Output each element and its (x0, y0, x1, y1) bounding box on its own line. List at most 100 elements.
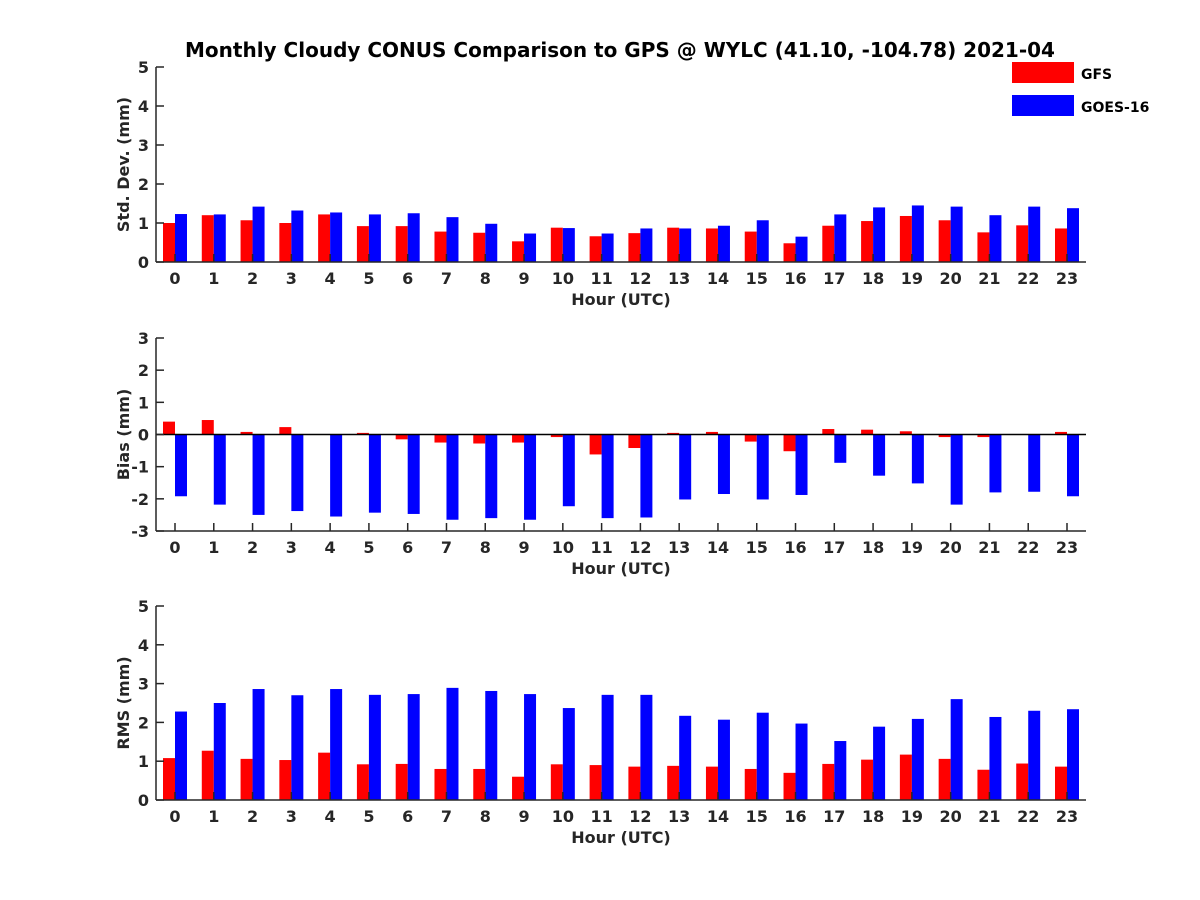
bar-gfs-hour-20 (938, 434, 951, 438)
bar-goes-16-hour-12 (640, 434, 653, 518)
bar-goes-16-hour-0 (175, 214, 187, 262)
bar-gfs-hour-15 (744, 231, 757, 262)
y-tick-label: -3 (131, 522, 149, 541)
bar-goes-16-hour-12 (640, 228, 653, 262)
x-tick-label: 14 (707, 269, 729, 288)
x-tick-label: 1 (208, 538, 219, 557)
bar-gfs-hour-5 (356, 764, 369, 800)
bar-gfs-hour-15 (744, 768, 757, 800)
x-tick-label: 13 (668, 269, 690, 288)
x-tick-label: 3 (286, 807, 297, 826)
y-tick-label: 1 (138, 214, 149, 233)
bar-gfs-hour-7 (434, 434, 447, 443)
bar-gfs-hour-10 (550, 764, 563, 800)
bar-goes-16-hour-7 (446, 217, 459, 262)
bar-goes-16-hour-20 (950, 206, 963, 262)
x-tick-label: 2 (247, 269, 258, 288)
x-tick-label: 11 (590, 269, 612, 288)
bar-gfs-hour-17 (822, 429, 835, 435)
x-tick-label: 15 (746, 269, 768, 288)
bar-gfs-hour-0 (163, 421, 175, 435)
bar-goes-16-hour-17 (834, 741, 847, 800)
y-tick-label: -2 (131, 490, 149, 509)
bar-gfs-hour-18 (861, 429, 874, 435)
y-tick-label: 2 (138, 361, 149, 380)
x-tick-label: 5 (363, 269, 374, 288)
x-tick-label: 10 (552, 807, 574, 826)
x-tick-label: 1 (208, 269, 219, 288)
bar-gfs-hour-16 (783, 772, 796, 800)
x-tick-label: 19 (901, 269, 923, 288)
x-tick-label: 14 (707, 807, 729, 826)
x-tick-label: 10 (552, 538, 574, 557)
x-tick-label: 15 (746, 807, 768, 826)
bar-goes-16-hour-0 (175, 434, 187, 497)
x-tick-label: 16 (784, 269, 806, 288)
bar-goes-16-hour-17 (834, 214, 847, 262)
bar-gfs-hour-18 (861, 759, 874, 800)
x-tick-label: 12 (629, 807, 651, 826)
bar-goes-16-hour-20 (950, 699, 963, 800)
x-tick-label: 19 (901, 538, 923, 557)
y-tick-label: 2 (138, 175, 149, 194)
x-tick-label: 7 (441, 538, 452, 557)
bar-goes-16-hour-1 (213, 434, 226, 505)
bar-gfs-hour-13 (667, 432, 680, 435)
bar-goes-16-hour-10 (562, 228, 575, 262)
x-tick-label: 14 (707, 538, 729, 557)
x-tick-label: 20 (940, 807, 962, 826)
bar-goes-16-hour-10 (562, 708, 575, 800)
bar-goes-16-hour-22 (1028, 710, 1041, 800)
bar-goes-16-hour-16 (795, 434, 808, 495)
x-tick-label: 4 (325, 269, 336, 288)
bar-gfs-hour-23 (1055, 431, 1067, 435)
x-tick-label: 0 (169, 538, 180, 557)
bar-gfs-hour-3 (279, 223, 292, 262)
bar-gfs-hour-23 (1055, 228, 1067, 262)
bar-goes-16-hour-1 (213, 214, 226, 262)
bar-goes-16-hour-0 (175, 711, 187, 800)
x-tick-label: 8 (480, 538, 491, 557)
bar-gfs-hour-23 (1055, 766, 1067, 800)
y-tick-label: 3 (138, 329, 149, 348)
bar-gfs-hour-14 (705, 228, 718, 262)
bar-goes-16-hour-3 (291, 434, 304, 512)
bar-goes-16-hour-8 (485, 434, 498, 519)
x-tick-label: 18 (862, 807, 884, 826)
bar-goes-16-hour-20 (950, 434, 963, 505)
x-tick-label: 2 (247, 807, 258, 826)
x-tick-label: 17 (823, 807, 845, 826)
bar-goes-16-hour-23 (1067, 709, 1079, 800)
bar-gfs-hour-1 (201, 750, 214, 800)
x-tick-label: 2 (247, 538, 258, 557)
x-tick-label: 5 (363, 538, 374, 557)
x-tick-label: 4 (325, 807, 336, 826)
bar-gfs-hour-0 (163, 223, 175, 262)
x-tick-label: 22 (1017, 538, 1039, 557)
y-tick-label: 1 (138, 752, 149, 771)
bar-goes-16-hour-15 (756, 220, 769, 262)
bar-gfs-hour-4 (318, 752, 331, 800)
bar-gfs-hour-0 (163, 758, 175, 800)
bar-gfs-hour-1 (201, 420, 214, 435)
x-tick-label: 0 (169, 269, 180, 288)
bar-goes-16-hour-17 (834, 434, 847, 463)
bar-goes-16-hour-15 (756, 434, 769, 500)
x-tick-label: 19 (901, 807, 923, 826)
bar-goes-16-hour-6 (407, 694, 420, 800)
bar-goes-16-hour-14 (717, 225, 730, 262)
x-tick-label: 18 (862, 269, 884, 288)
x-tick-label: 11 (590, 807, 612, 826)
bar-goes-16-hour-2 (252, 206, 265, 262)
bar-gfs-hour-3 (279, 760, 292, 800)
bar-goes-16-hour-3 (291, 210, 304, 262)
x-axis-label: Hour (UTC) (571, 559, 671, 578)
x-tick-label: 11 (590, 538, 612, 557)
bar-goes-16-hour-13 (679, 228, 692, 262)
bar-goes-16-hour-23 (1067, 208, 1079, 262)
x-tick-label: 9 (518, 269, 529, 288)
x-tick-label: 22 (1017, 269, 1039, 288)
bar-goes-16-hour-6 (407, 434, 420, 514)
bar-goes-16-hour-22 (1028, 206, 1041, 262)
